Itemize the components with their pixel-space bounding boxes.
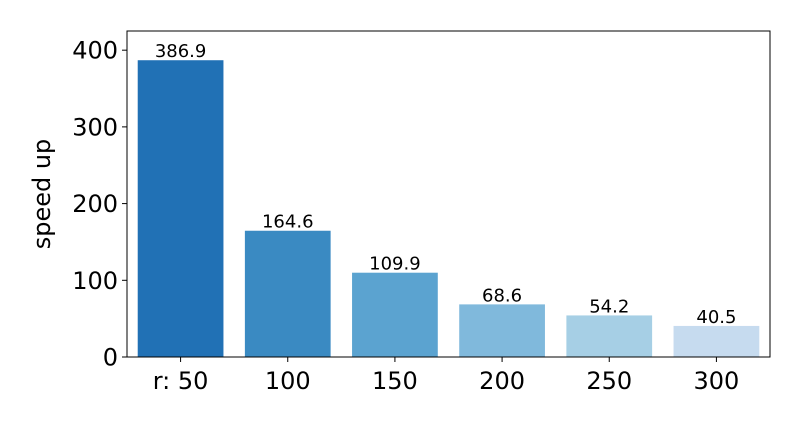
x-tick-label: 100 <box>265 367 311 395</box>
plot-frame <box>126 30 771 358</box>
y-axis-label: speed up <box>28 139 56 250</box>
bar <box>566 315 653 357</box>
bar-value-label: 54.2 <box>589 296 629 317</box>
y-axis-ticks: 0 100 200 300 400 <box>72 37 127 372</box>
y-tick-label: 200 <box>72 190 118 218</box>
bar-value-label: 386.9 <box>155 41 207 62</box>
bar-value-label: 164.6 <box>262 212 314 233</box>
y-tick-label: 0 <box>103 344 118 372</box>
x-tick-label: 250 <box>586 367 632 395</box>
bar <box>459 304 545 357</box>
bars <box>137 60 760 357</box>
bar <box>673 325 760 357</box>
y-tick-label: 100 <box>72 267 118 295</box>
bar <box>352 272 438 357</box>
x-axis-ticks: r: 50 100 150 200 250 300 <box>153 357 740 395</box>
bar-value-label: 109.9 <box>369 254 421 275</box>
bar-value-label: 40.5 <box>696 307 736 328</box>
bar <box>244 230 331 357</box>
bar <box>137 60 224 357</box>
y-tick-label: 400 <box>72 37 118 65</box>
data-labels: 386.9 164.6 109.9 68.6 54.2 40.5 <box>155 41 737 328</box>
x-tick-label: 300 <box>694 367 740 395</box>
x-tick-label: 150 <box>372 367 418 395</box>
y-tick-label: 300 <box>72 113 118 141</box>
bar-value-label: 68.6 <box>482 285 522 306</box>
x-tick-label: r: 50 <box>153 367 209 395</box>
x-tick-label: 200 <box>479 367 525 395</box>
